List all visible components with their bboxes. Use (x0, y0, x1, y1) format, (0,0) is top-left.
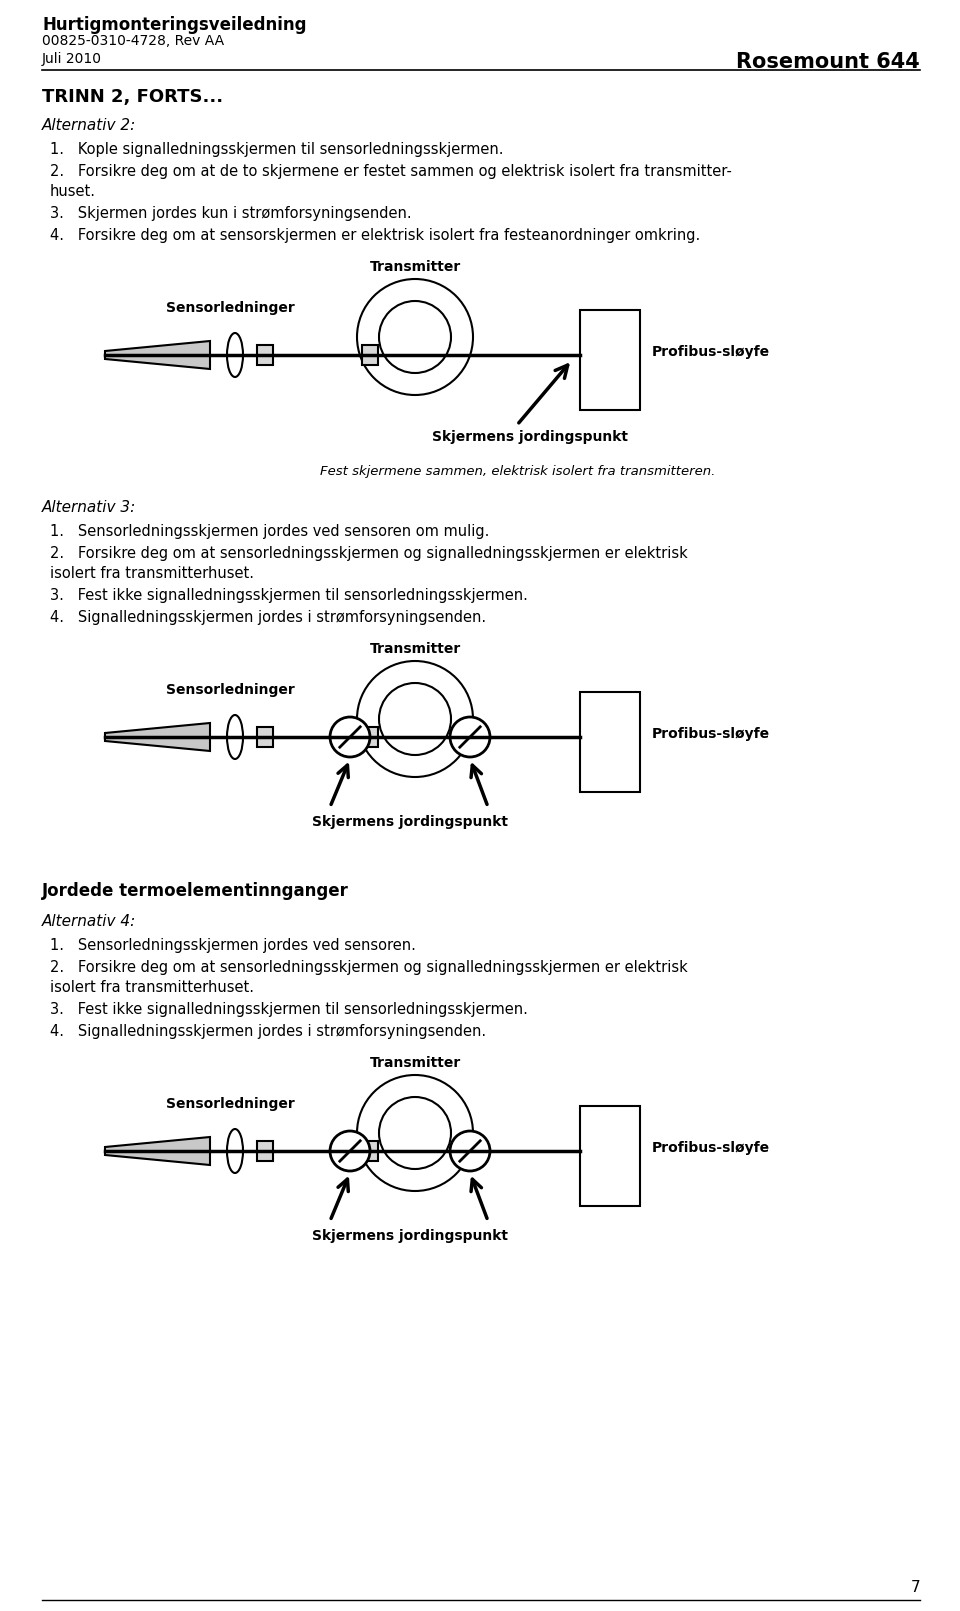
Text: Sensorledninger: Sensorledninger (166, 683, 295, 698)
Text: Transmitter: Transmitter (370, 1055, 461, 1070)
Text: Sensorledninger: Sensorledninger (166, 301, 295, 316)
Text: Sensorledninger: Sensorledninger (166, 1097, 295, 1112)
Text: 4.   Signalledningsskjermen jordes i strømforsyningsenden.: 4. Signalledningsskjermen jordes i strøm… (50, 1025, 486, 1039)
Polygon shape (105, 723, 210, 751)
Circle shape (450, 1131, 490, 1171)
Bar (580, 1107, 640, 1207)
Text: Transmitter: Transmitter (370, 259, 461, 274)
Text: Skjermens jordingspunkt: Skjermens jordingspunkt (312, 815, 508, 830)
Text: 3.   Fest ikke signalledningsskjermen til sensorledningsskjermen.: 3. Fest ikke signalledningsskjermen til … (50, 1002, 528, 1017)
Text: isolert fra transmitterhuset.: isolert fra transmitterhuset. (50, 979, 254, 996)
Text: 7: 7 (910, 1580, 920, 1595)
Circle shape (330, 1131, 370, 1171)
Circle shape (357, 1075, 473, 1191)
Circle shape (330, 717, 370, 757)
Text: Juli 2010: Juli 2010 (42, 52, 102, 66)
Text: huset.: huset. (50, 184, 96, 200)
Text: 4.   Signalledningsskjermen jordes i strømforsyningsenden.: 4. Signalledningsskjermen jordes i strøm… (50, 611, 486, 625)
FancyBboxPatch shape (362, 345, 378, 366)
Text: TRINN 2, FORTS...: TRINN 2, FORTS... (42, 89, 223, 106)
Text: 3.   Fest ikke signalledningsskjermen til sensorledningsskjermen.: 3. Fest ikke signalledningsskjermen til … (50, 588, 528, 603)
Text: Fest skjermene sammen, elektrisk isolert fra transmitteren.: Fest skjermene sammen, elektrisk isolert… (320, 466, 715, 478)
Circle shape (450, 717, 490, 757)
Text: 00825-0310-4728, Rev AA: 00825-0310-4728, Rev AA (42, 34, 224, 48)
FancyBboxPatch shape (362, 1141, 378, 1162)
Text: Transmitter: Transmitter (370, 643, 461, 656)
Text: Profibus-sløyfe: Profibus-sløyfe (652, 727, 770, 741)
Text: Skjermens jordingspunkt: Skjermens jordingspunkt (312, 1229, 508, 1244)
Circle shape (379, 1097, 451, 1170)
Text: 3.   Skjermen jordes kun i strømforsyningsenden.: 3. Skjermen jordes kun i strømforsynings… (50, 206, 412, 221)
Text: isolert fra transmitterhuset.: isolert fra transmitterhuset. (50, 565, 254, 582)
Text: Alternativ 2:: Alternativ 2: (42, 118, 136, 134)
Ellipse shape (227, 1129, 243, 1173)
Text: 2.   Forsikre deg om at sensorledningsskjermen og signalledningsskjermen er elek: 2. Forsikre deg om at sensorledningsskje… (50, 546, 687, 561)
Text: Jordede termoelementinnganger: Jordede termoelementinnganger (42, 881, 348, 901)
Circle shape (379, 301, 451, 374)
Circle shape (357, 661, 473, 777)
Polygon shape (105, 342, 210, 369)
Text: Alternativ 4:: Alternativ 4: (42, 913, 136, 930)
Text: 1.   Sensorledningsskjermen jordes ved sensoren.: 1. Sensorledningsskjermen jordes ved sen… (50, 938, 416, 954)
Text: Hurtigmonteringsveiledning: Hurtigmonteringsveiledning (42, 16, 306, 34)
Text: Rosemount 644: Rosemount 644 (736, 52, 920, 72)
Text: Profibus-sløyfe: Profibus-sløyfe (652, 345, 770, 359)
FancyBboxPatch shape (257, 1141, 273, 1162)
Text: 4.   Forsikre deg om at sensorskjermen er elektrisk isolert fra festeanordninger: 4. Forsikre deg om at sensorskjermen er … (50, 229, 700, 243)
Bar (580, 693, 640, 793)
Ellipse shape (227, 333, 243, 377)
Text: 2.   Forsikre deg om at sensorledningsskjermen og signalledningsskjermen er elek: 2. Forsikre deg om at sensorledningsskje… (50, 960, 687, 975)
Ellipse shape (227, 715, 243, 759)
Circle shape (379, 683, 451, 756)
Text: Alternativ 3:: Alternativ 3: (42, 499, 136, 516)
Circle shape (357, 279, 473, 395)
Text: Profibus-sløyfe: Profibus-sløyfe (652, 1141, 770, 1155)
Bar (580, 309, 640, 411)
Text: 1.   Kople signalledningsskjermen til sensorledningsskjermen.: 1. Kople signalledningsskjermen til sens… (50, 142, 503, 156)
Text: 1.   Sensorledningsskjermen jordes ved sensoren om mulig.: 1. Sensorledningsskjermen jordes ved sen… (50, 524, 490, 540)
FancyBboxPatch shape (362, 727, 378, 748)
Text: 2.   Forsikre deg om at de to skjermene er festet sammen og elektrisk isolert fr: 2. Forsikre deg om at de to skjermene er… (50, 164, 732, 179)
FancyBboxPatch shape (257, 727, 273, 748)
FancyBboxPatch shape (257, 345, 273, 366)
Polygon shape (105, 1137, 210, 1165)
Text: Skjermens jordingspunkt: Skjermens jordingspunkt (431, 430, 628, 445)
